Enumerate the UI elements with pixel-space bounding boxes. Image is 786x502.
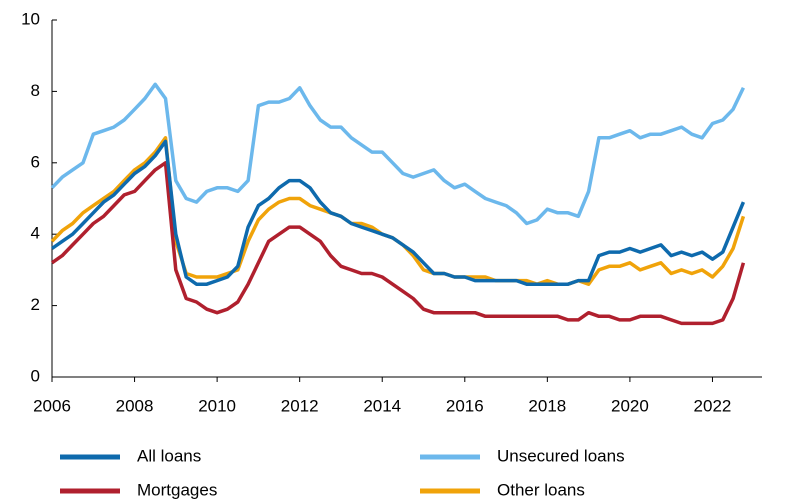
y-tick-label: 2 <box>31 295 40 314</box>
legend-label: Mortgages <box>137 480 217 499</box>
y-tick-label: 0 <box>31 366 40 385</box>
x-tick-label: 2008 <box>116 396 154 415</box>
y-tick-label: 4 <box>31 224 40 243</box>
x-tick-label: 2012 <box>281 396 319 415</box>
series-line <box>50 139 746 286</box>
series-line <box>50 136 746 286</box>
legend-label: Unsecured loans <box>497 446 625 465</box>
x-tick-label: 2010 <box>198 396 236 415</box>
x-tick-label: 2016 <box>446 396 484 415</box>
y-tick-label: 6 <box>31 152 40 171</box>
legend-label: Other loans <box>497 480 585 499</box>
x-tick-label: 2022 <box>694 396 732 415</box>
series-line <box>50 82 745 226</box>
x-tick-label: 2018 <box>528 396 566 415</box>
x-tick-label: 2014 <box>363 396 401 415</box>
x-tick-label: 2020 <box>611 396 649 415</box>
legend-label: All loans <box>137 446 201 465</box>
y-tick-label: 10 <box>21 9 40 28</box>
y-tick-label: 8 <box>31 81 40 100</box>
series-line <box>50 161 746 326</box>
x-tick-label: 2006 <box>33 396 71 415</box>
